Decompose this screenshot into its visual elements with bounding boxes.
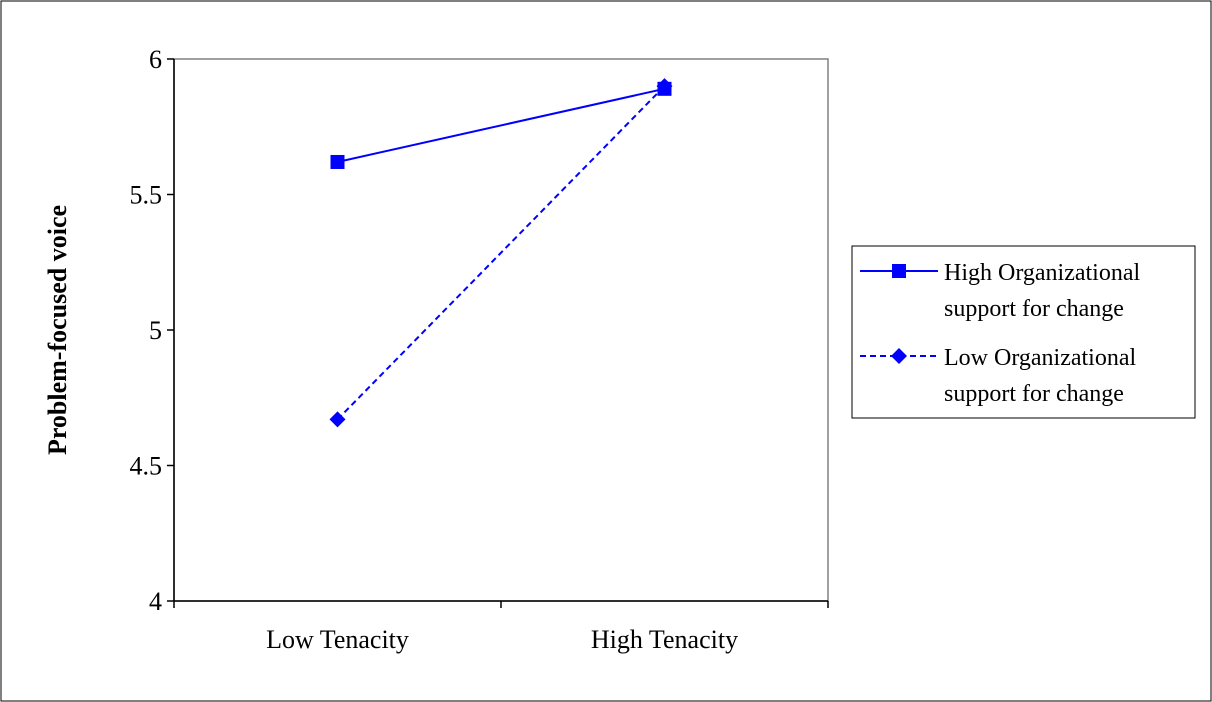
legend: High Organizational support for change Low… — [851, 245, 1196, 419]
series-line-high-support — [337, 87, 665, 163]
y-tick-label: 5.5 — [130, 181, 163, 210]
x-tick-label: Low Tenacity — [266, 625, 409, 654]
data-point-high-support — [657, 81, 672, 96]
legend-label: support for change — [944, 296, 1124, 322]
data-point-low-support — [329, 411, 346, 428]
x-tick-label: High Tenacity — [591, 625, 738, 654]
y-tick-label: 6 — [149, 45, 162, 74]
data-point-high-support — [330, 154, 345, 169]
y-axis-title: Problem-focused voice — [43, 205, 72, 455]
y-tick-label: 4.5 — [130, 452, 163, 481]
y-tick-label: 5 — [149, 316, 162, 345]
x-axis-ticks: Low Tenacity High Tenacity — [173, 601, 829, 654]
series-line-low-support — [336, 85, 666, 421]
y-axis-ticks: 4 4.5 5 5.5 6 — [130, 45, 174, 616]
legend-label: Low Organizational — [944, 345, 1136, 371]
legend-box — [851, 245, 1196, 419]
y-tick-label: 4 — [149, 587, 162, 616]
series-layer — [329, 78, 673, 428]
legend-label: High Organizational — [944, 260, 1141, 286]
legend-marker-0 — [892, 264, 906, 278]
legend-label: support for change — [944, 381, 1124, 407]
legend-items: High Organizational support for change Low… — [860, 260, 1141, 407]
legend-marker-1 — [891, 348, 907, 364]
